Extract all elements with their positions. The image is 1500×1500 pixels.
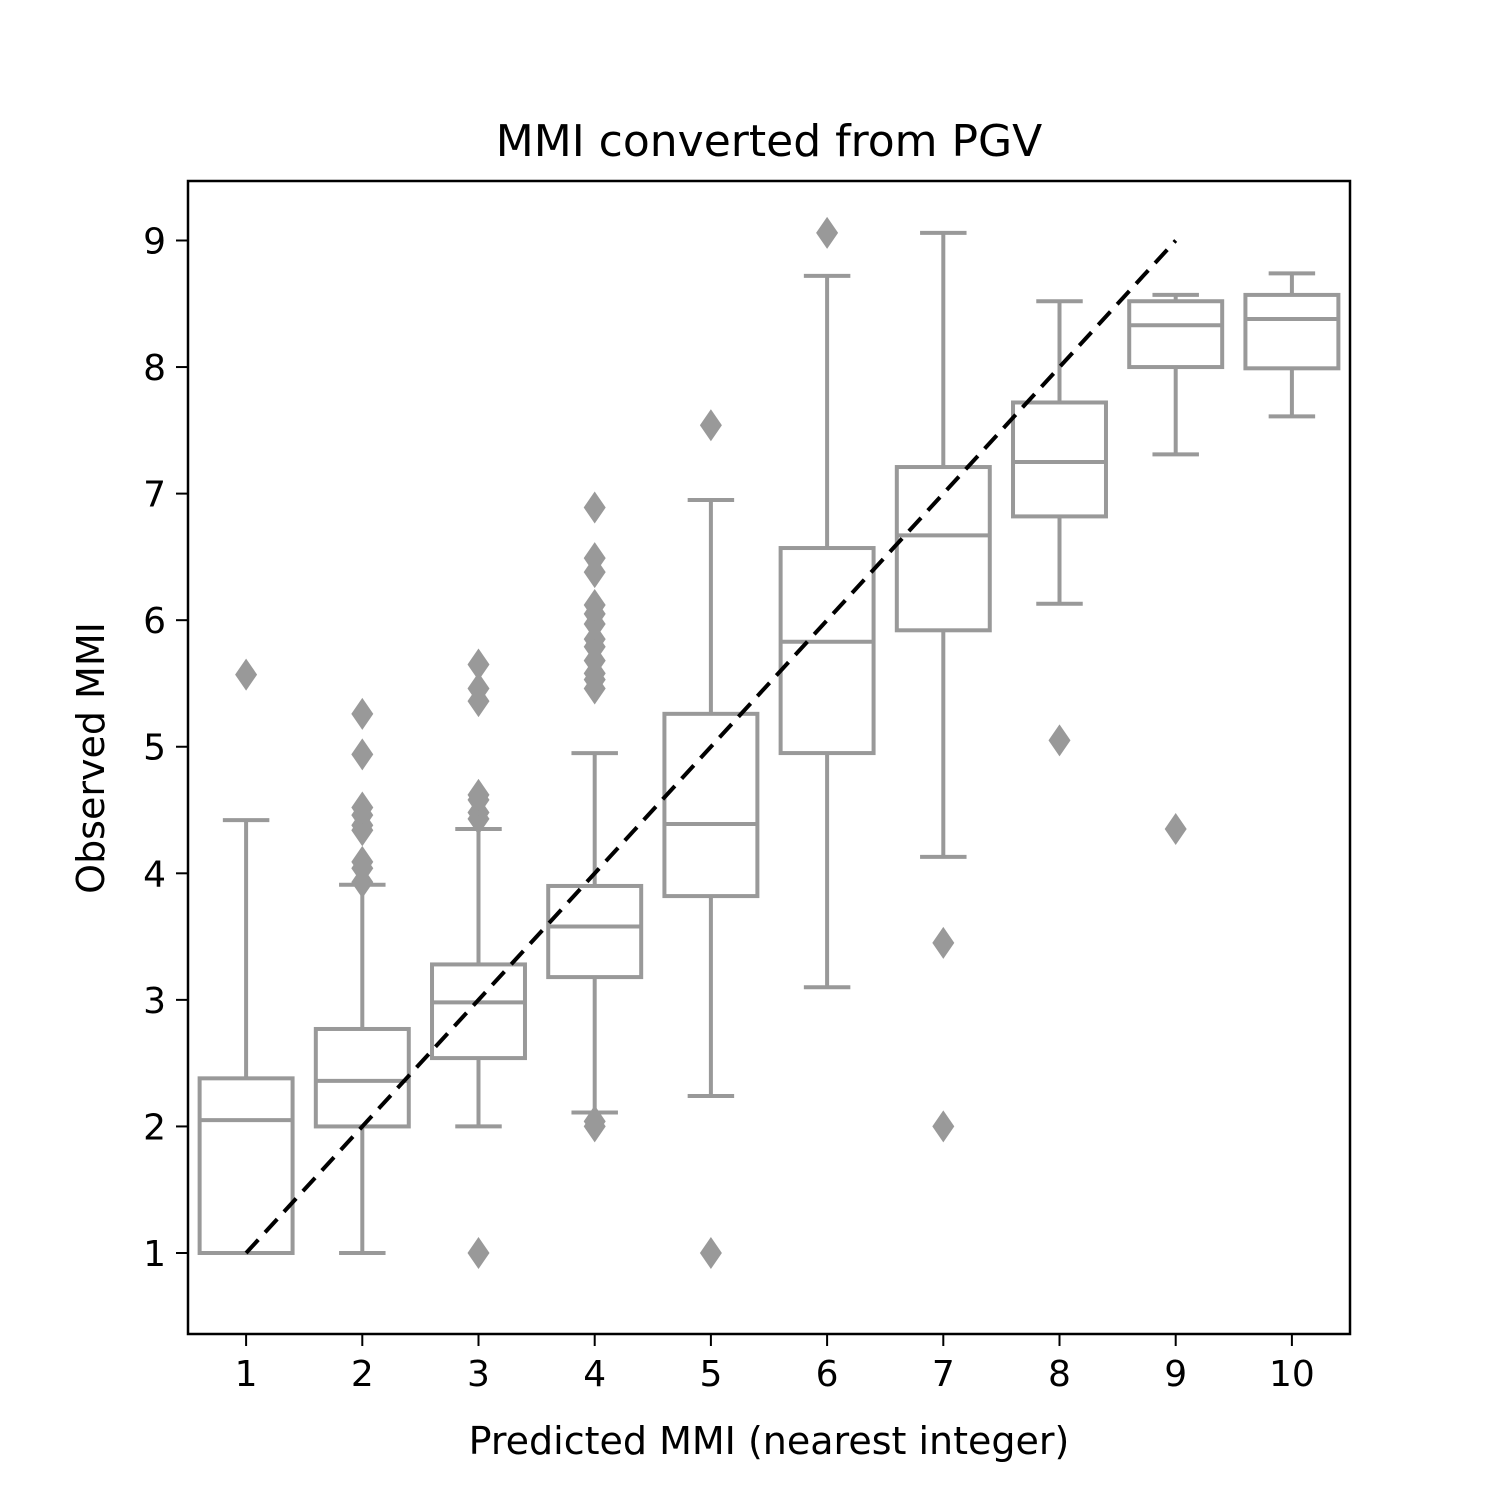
x-tick-label: 3 [467, 1354, 490, 1395]
x-axis-label: Predicted MMI (nearest integer) [469, 1419, 1070, 1463]
box [894, 465, 992, 633]
outlier-point [699, 1236, 722, 1269]
outlier-point [699, 409, 722, 442]
y-tick-label: 1 [143, 1234, 166, 1275]
outlier-point [583, 491, 606, 524]
y-tick-label: 6 [143, 601, 166, 642]
y-tick-label: 9 [143, 221, 166, 262]
y-tick-label: 7 [143, 475, 166, 516]
outlier-point [467, 648, 490, 681]
outlier-point [235, 658, 258, 691]
box [546, 883, 644, 980]
y-axis-label: Observed MMI [69, 622, 113, 894]
x-tick-label: 8 [1048, 1354, 1071, 1395]
box [778, 546, 876, 756]
x-tick-label: 2 [351, 1354, 374, 1395]
box [1127, 299, 1225, 370]
x-tick-label: 10 [1269, 1354, 1315, 1395]
outlier-point [467, 672, 490, 705]
y-tick-label: 5 [143, 728, 166, 769]
outlier-point [583, 588, 606, 621]
outlier-point [583, 1105, 606, 1138]
x-tick-label: 6 [816, 1354, 839, 1395]
box [1011, 400, 1108, 519]
chart-title: MMI converted from PGV [496, 116, 1042, 167]
box [197, 1076, 295, 1255]
outlier-point [932, 1110, 955, 1143]
box [1243, 292, 1341, 371]
outlier-point [583, 542, 606, 575]
outlier-point [932, 926, 955, 959]
outlier-point [351, 697, 374, 730]
y-tick-label: 2 [143, 1107, 166, 1148]
x-tick-label: 4 [583, 1354, 606, 1395]
outlier-point [816, 216, 839, 249]
y-tick-label: 3 [143, 981, 166, 1022]
outlier-point [1048, 724, 1071, 757]
axes-frame [186, 179, 1352, 1336]
reference-line [244, 239, 1178, 1255]
plot-area: 1 2 3 4 5 6 7 8 9 10 1 2 3 4 5 6 7 8 9 [143, 179, 1352, 1395]
x-tick-label: 5 [699, 1354, 722, 1395]
x-tick-label: 1 [235, 1354, 258, 1395]
outlier-point [351, 845, 374, 878]
outlier-point [351, 791, 374, 824]
y-tick-label: 4 [143, 854, 166, 895]
x-tick-label: 9 [1164, 1354, 1187, 1395]
box [313, 1026, 411, 1129]
x-tick-label: 7 [932, 1354, 955, 1395]
box [662, 711, 760, 899]
outlier-point [467, 1236, 490, 1269]
outlier-point [1164, 813, 1187, 846]
outlier-point [467, 778, 490, 811]
outlier-point [351, 738, 374, 771]
box [430, 962, 527, 1061]
y-tick-label: 8 [143, 348, 166, 389]
